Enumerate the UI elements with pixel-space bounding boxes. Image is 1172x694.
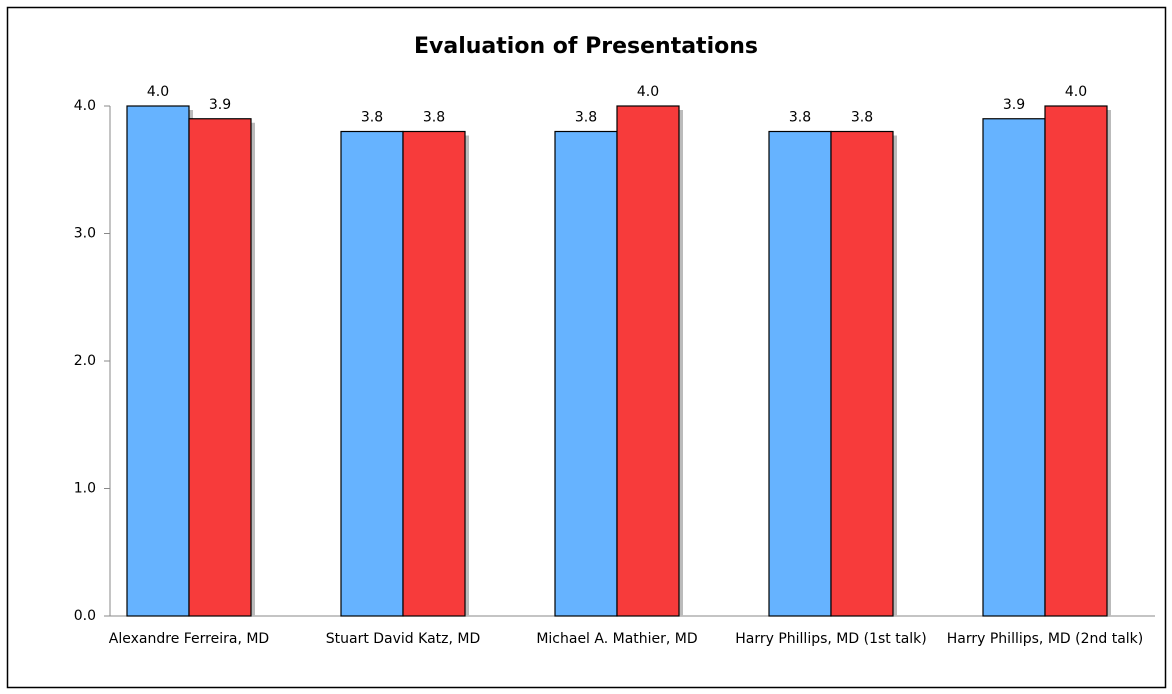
- x-tick-label: Stuart David Katz, MD: [325, 631, 481, 647]
- x-tick-label: Harry Phillips, MD (1st talk): [735, 631, 927, 647]
- bar: [616, 105, 680, 617]
- bar: [830, 130, 894, 617]
- y-tick-label: 1.0: [74, 481, 96, 497]
- data-label: 3.9: [1003, 97, 1025, 113]
- bar: [126, 105, 190, 617]
- bar: [188, 118, 252, 617]
- bar: [402, 130, 466, 617]
- chart-title: Evaluation of Presentations: [414, 34, 758, 59]
- bar: [554, 130, 618, 617]
- y-tick-label: 0.0: [74, 608, 96, 624]
- bar: [1044, 105, 1108, 617]
- bar: [768, 130, 832, 617]
- y-tick-label: 2.0: [74, 353, 96, 369]
- data-label: 3.8: [851, 110, 873, 126]
- y-tick-label: 3.0: [74, 226, 96, 242]
- data-label: 4.0: [147, 84, 169, 100]
- data-label: 4.0: [637, 84, 659, 100]
- x-tick-label: Harry Phillips, MD (2nd talk): [946, 631, 1144, 647]
- x-tick-label: Michael A. Mathier, MD: [536, 631, 698, 647]
- bar: [340, 130, 404, 617]
- data-label: 3.8: [423, 110, 445, 126]
- data-label: 3.9: [209, 97, 231, 113]
- data-label: 3.8: [361, 110, 383, 126]
- bar: [982, 118, 1046, 617]
- data-label: 3.8: [789, 110, 811, 126]
- data-label: 4.0: [1065, 84, 1087, 100]
- data-label: 3.8: [575, 110, 597, 126]
- x-tick-label: Alexandre Ferreira, MD: [108, 631, 270, 647]
- y-tick-label: 4.0: [74, 98, 96, 114]
